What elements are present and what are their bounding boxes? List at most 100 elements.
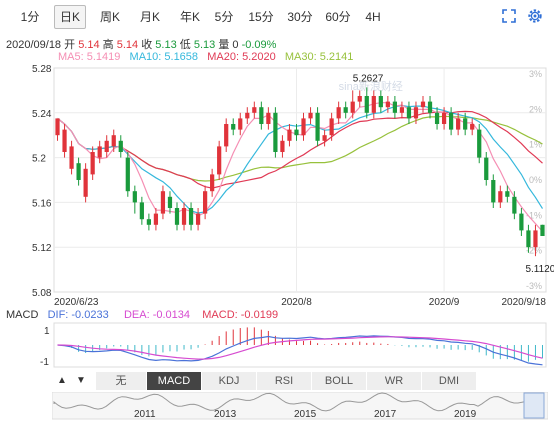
indicator-none[interactable]: 无 xyxy=(96,372,147,390)
tab-1min[interactable]: 1分 xyxy=(20,10,40,24)
candle-body xyxy=(153,213,159,225)
navigator-year-label: 2019 xyxy=(454,409,477,420)
candle-body xyxy=(252,107,257,113)
macd-legend: MACD DIF: -0.0233 DEA: -0.0134 MACD: -0.… xyxy=(6,309,278,321)
ma20-line xyxy=(57,110,543,189)
y-tick-label: 5.08 xyxy=(32,288,52,299)
candle-body xyxy=(392,101,397,113)
candle-body xyxy=(533,230,538,248)
range-navigator[interactable]: 2011 2013 2015 2017 2019 xyxy=(52,392,548,420)
navigator-frame xyxy=(52,392,548,420)
info-date: 2020/09/18 xyxy=(6,39,62,51)
macd-chart: 1 -1 xyxy=(40,322,547,368)
indicator-boll[interactable]: BOLL xyxy=(312,372,367,390)
candle-body xyxy=(97,146,102,158)
pct-tick-label: 0% xyxy=(529,175,542,185)
candle-body xyxy=(111,135,116,147)
tab-monthly-k[interactable]: 月K xyxy=(139,10,160,24)
candle-body xyxy=(477,129,482,158)
ma-legend: MA5: 5.1419 MA10: 5.1658 MA20: 5.2020 MA… xyxy=(58,51,353,63)
candle-body xyxy=(498,191,503,203)
navigator-window xyxy=(523,392,545,419)
candle-body xyxy=(350,101,355,113)
tab-daily-k[interactable]: 日K xyxy=(54,5,86,29)
candle-body xyxy=(195,213,201,225)
indicator-dmi[interactable]: DMI xyxy=(422,372,477,390)
x-tick-label: 2020/8 xyxy=(281,297,312,308)
candle-body xyxy=(413,107,419,119)
candle-body xyxy=(371,96,376,113)
dif-line xyxy=(57,335,543,366)
indicator-kdj[interactable]: KDJ xyxy=(202,372,257,390)
macd-tick-label: -1 xyxy=(40,357,49,368)
info-open-label: 开 xyxy=(64,39,76,51)
macd-dif: DIF: -0.0233 xyxy=(47,309,109,321)
kline-chart[interactable]: 5.28 5.24 5.2 5.16 5.12 5.08 3% 2% 1% 0% -1% -2% -3%… xyxy=(0,0,554,310)
candle-body xyxy=(406,107,412,119)
candle-body xyxy=(449,112,454,130)
info-vol: 0 xyxy=(232,39,239,51)
tab-4h[interactable]: 4H xyxy=(365,10,381,24)
watermark: sina新浪财经 xyxy=(339,79,403,93)
macd-value: MACD: -0.0199 xyxy=(202,309,279,321)
y-tick-label: 5.24 xyxy=(32,109,52,120)
candle-body xyxy=(322,135,327,141)
candle-body xyxy=(336,107,341,119)
candle-body xyxy=(484,157,489,180)
info-close-label: 收 xyxy=(141,39,153,51)
candle-body xyxy=(441,112,447,124)
tab-yearly-k[interactable]: 年K xyxy=(179,10,200,24)
candle-body xyxy=(540,224,545,236)
fullscreen-icon[interactable] xyxy=(502,9,516,23)
candle-body xyxy=(385,101,390,108)
candle-body xyxy=(266,112,271,124)
y-tick-label: 5.16 xyxy=(32,198,52,209)
candle-body xyxy=(76,163,81,180)
ma10-line xyxy=(57,104,544,214)
indicator-macd[interactable]: MACD xyxy=(147,372,202,390)
candle-body xyxy=(181,208,187,225)
pct-tick-label: 1% xyxy=(529,140,542,150)
y-tick-label: 5.12 xyxy=(32,243,52,254)
candle-body xyxy=(174,208,180,225)
macd-tick-label: 1 xyxy=(44,326,50,337)
tab-30min[interactable]: 30分 xyxy=(287,10,313,24)
arrow-down-icon[interactable]: ▼ xyxy=(76,375,86,386)
candle-body xyxy=(83,168,88,197)
candle-body xyxy=(118,140,123,152)
indicator-wr[interactable]: WR xyxy=(367,372,422,390)
info-high-label: 高 xyxy=(102,39,114,51)
navigator-series xyxy=(53,392,535,412)
candle-body xyxy=(343,107,348,113)
candle-body xyxy=(146,219,151,225)
arrow-up-icon[interactable]: ▲ xyxy=(57,375,67,386)
period-tabs: 1分 日K 周K 月K 年K 5分 15分 30分 60分 4H xyxy=(0,0,554,34)
pct-tick-label: -1% xyxy=(526,210,542,220)
plot-frame xyxy=(53,67,547,293)
candle-body xyxy=(62,129,67,152)
price-annotation: 5.1120 xyxy=(525,264,554,275)
candle-body xyxy=(294,129,299,136)
candle-body xyxy=(315,112,320,141)
info-low-label: 低 xyxy=(179,39,191,51)
candle-body xyxy=(210,174,215,192)
candle-body xyxy=(301,118,306,136)
candle-body xyxy=(245,112,250,119)
indicator-rsi[interactable]: RSI xyxy=(257,372,312,390)
candle-body xyxy=(231,124,236,130)
gear-icon[interactable] xyxy=(526,7,544,25)
tab-15min[interactable]: 15分 xyxy=(248,10,274,24)
candle-body xyxy=(104,140,109,152)
price-annotation: 5.2627 xyxy=(353,73,384,84)
info-low: 5.13 xyxy=(193,39,216,51)
candle-body xyxy=(203,191,208,214)
info-vol-label: 量 xyxy=(218,39,230,51)
candle-body xyxy=(55,118,60,136)
tab-5min[interactable]: 5分 xyxy=(214,10,234,24)
candle-body xyxy=(456,118,461,130)
legend-ma20: MA20: 5.2020 xyxy=(207,51,276,63)
candle-body xyxy=(526,230,531,248)
tab-60min[interactable]: 60分 xyxy=(325,10,351,24)
info-change: -0.09% xyxy=(241,39,277,51)
tab-weekly-k[interactable]: 周K xyxy=(99,10,120,24)
